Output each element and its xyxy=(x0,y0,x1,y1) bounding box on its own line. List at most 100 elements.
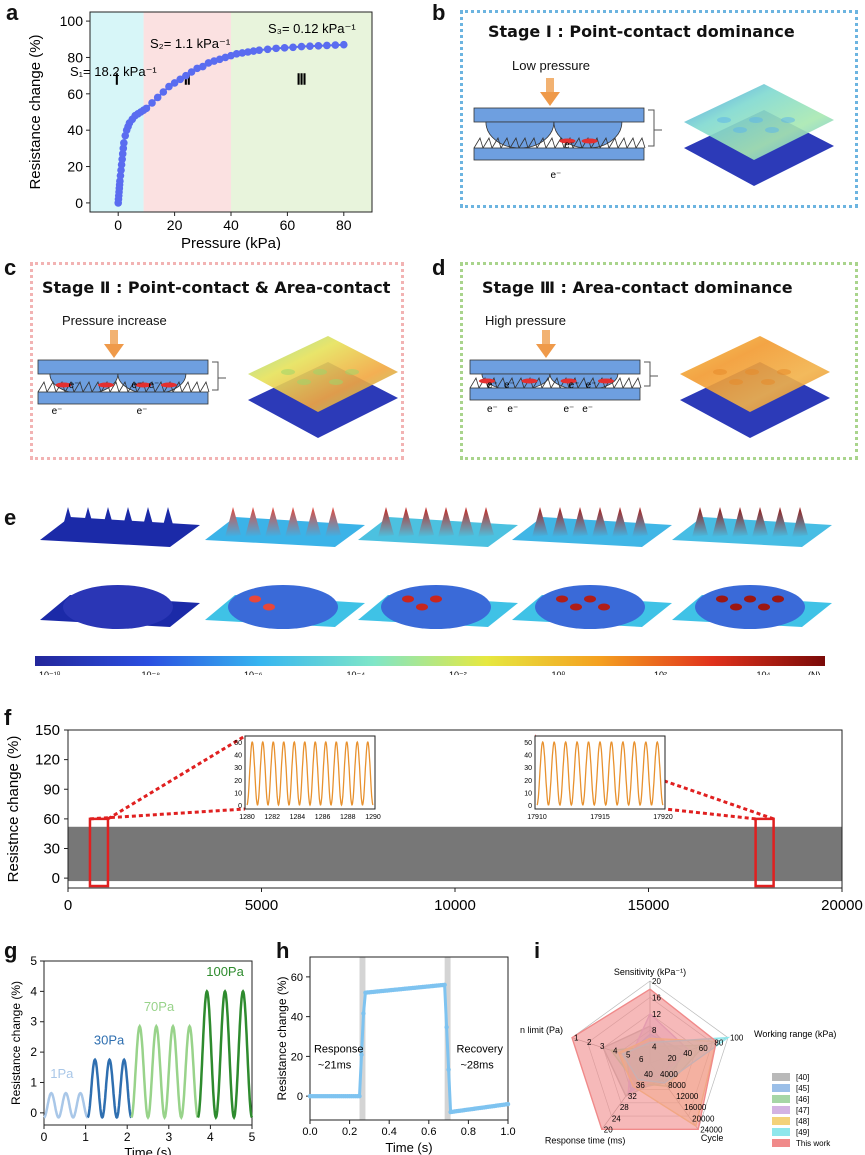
x-tick-label: 10000 xyxy=(434,897,476,914)
data-point xyxy=(255,46,263,54)
series-line-1 xyxy=(43,1091,89,1119)
x-tick-label: 0 xyxy=(41,1130,48,1144)
legend-swatch-2 xyxy=(772,1084,790,1092)
electron-label: e⁻ xyxy=(564,140,575,151)
microdome xyxy=(485,121,555,149)
x-tick-label: 0.2 xyxy=(342,1126,357,1138)
data-point xyxy=(199,62,207,71)
radar-tick-label: 2 xyxy=(587,1038,592,1047)
inset-x-tick-label: 1284 xyxy=(290,814,306,821)
dome-hotspot xyxy=(570,603,582,611)
radar-tick-label: 32 xyxy=(628,1092,637,1101)
radar-series-7 xyxy=(571,988,718,1131)
y-tick-label: 40 xyxy=(67,122,83,138)
inset-y-tick-label: 30 xyxy=(524,765,532,772)
spike-peaks xyxy=(225,507,341,537)
region-label-1: Ⅰ xyxy=(115,72,119,89)
dome-hotspot xyxy=(730,603,742,611)
radar-tick-label: 8 xyxy=(652,1026,657,1035)
region-3 xyxy=(231,12,372,212)
y-tick-label: 60 xyxy=(291,972,303,984)
colorbar-tick-label: 10⁴ xyxy=(757,670,771,675)
annotation-recovery-time: ~28ms xyxy=(460,1059,494,1071)
heatmap-hotspot xyxy=(781,117,795,123)
radar-tick-label: 6 xyxy=(639,1055,644,1064)
data-point xyxy=(446,1067,451,1072)
x-tick-label: 0 xyxy=(64,897,72,914)
thickness-bracket xyxy=(648,109,662,147)
stage-d-diagram: e⁻ e⁻ e⁻ e⁻ e⁻ e⁻ e⁻ e⁻ xyxy=(469,330,830,438)
x-tick-label: 20 xyxy=(167,217,183,233)
data-point xyxy=(314,42,323,50)
series-label-2: 30Pa xyxy=(94,1033,125,1048)
spike-peaks xyxy=(378,507,494,537)
inset-y-tick-label: 50 xyxy=(524,740,532,747)
inset-y-tick-label: 30 xyxy=(234,765,242,772)
panel-label-a: a xyxy=(6,0,19,25)
pressure-arrow-shaft xyxy=(546,78,554,92)
colorbar-tick-label: 10⁻¹⁰ xyxy=(39,670,61,675)
data-point xyxy=(331,41,340,49)
contact-spot xyxy=(160,382,177,388)
y-tick-label: 40 xyxy=(291,1012,303,1024)
dome-hotspot xyxy=(744,595,756,603)
y-axis-label: Resistance change (%) xyxy=(27,34,44,189)
top-film xyxy=(473,107,645,123)
series-line-4 xyxy=(196,989,254,1120)
zoom-line xyxy=(664,807,756,821)
top-film xyxy=(37,359,209,375)
thickness-bracket xyxy=(644,361,658,387)
y-tick-label: 60 xyxy=(43,811,60,828)
annotation-s3: S₃= 0.12 kPa⁻¹ xyxy=(268,21,356,36)
contact-spot xyxy=(98,382,114,388)
dome xyxy=(63,585,173,629)
radar-tick-label: 28 xyxy=(620,1103,629,1112)
heatmap-hotspot xyxy=(345,369,359,375)
x-tick-label: 0.4 xyxy=(382,1126,397,1138)
data-point xyxy=(142,104,151,113)
x-tick-label: 3 xyxy=(165,1130,172,1144)
cyclic-signal-band xyxy=(68,826,842,882)
radar-tick-label: 5 xyxy=(626,1051,631,1060)
y-tick-label: 1 xyxy=(30,1075,37,1089)
axis-label-response-time: Response time (ms) xyxy=(545,1135,626,1145)
radar-tick-label: 100 xyxy=(730,1034,744,1043)
region-2 xyxy=(143,12,231,212)
chart-i: 4812162020406080100400080001200016000200… xyxy=(520,967,836,1148)
spike-plate xyxy=(40,517,200,547)
inset-y-tick-label: 40 xyxy=(524,753,532,760)
inset-x-tick-label: 1290 xyxy=(365,814,381,821)
colorbar xyxy=(35,656,825,666)
inset-frame xyxy=(534,735,666,810)
pressure-arrow-shaft xyxy=(542,330,550,344)
dome-hotspot xyxy=(263,603,275,611)
data-point xyxy=(153,93,162,102)
annotation-s1: S₁= 18.2 kPa⁻¹ xyxy=(70,64,157,79)
y-tick-label: 0 xyxy=(297,1091,303,1103)
stage-d-title: Stage Ⅲ : Area-contact dominance xyxy=(482,278,793,297)
x-tick-label: 2 xyxy=(124,1130,131,1144)
contact-spot xyxy=(559,138,576,144)
radar-tick-label: 24 xyxy=(612,1114,621,1123)
panel-label-b: b xyxy=(432,0,446,25)
pressure-arrow-head xyxy=(536,344,556,358)
contact-spot xyxy=(135,382,152,388)
inset-x-tick-label: 1288 xyxy=(340,814,356,821)
heatmap-hotspot xyxy=(777,369,791,375)
dome xyxy=(695,585,805,629)
heatmap-hotspot xyxy=(749,117,763,123)
data-point xyxy=(159,88,168,96)
legend-label-2: [45] xyxy=(796,1084,809,1093)
data-point xyxy=(444,1025,449,1030)
pressure-arrow-head xyxy=(104,344,124,358)
legend-swatch-6 xyxy=(772,1128,790,1136)
data-point xyxy=(505,1101,511,1107)
annotation-response-time: ~21ms xyxy=(318,1059,352,1071)
dome-hotspot xyxy=(249,595,261,603)
dome-hotspot xyxy=(430,595,442,603)
colorbar-tick-label: 10⁻⁶ xyxy=(244,670,263,675)
chart-g: 00 1 1 2 2 3 3 4 4 5 5 Time (s) Resistance change (%… xyxy=(9,954,256,1155)
colorbar-tick-label: 10⁻⁸ xyxy=(142,670,161,675)
y-tick-label: 80 xyxy=(67,49,83,65)
stage-d-pressure-label: High pressure xyxy=(485,313,566,328)
